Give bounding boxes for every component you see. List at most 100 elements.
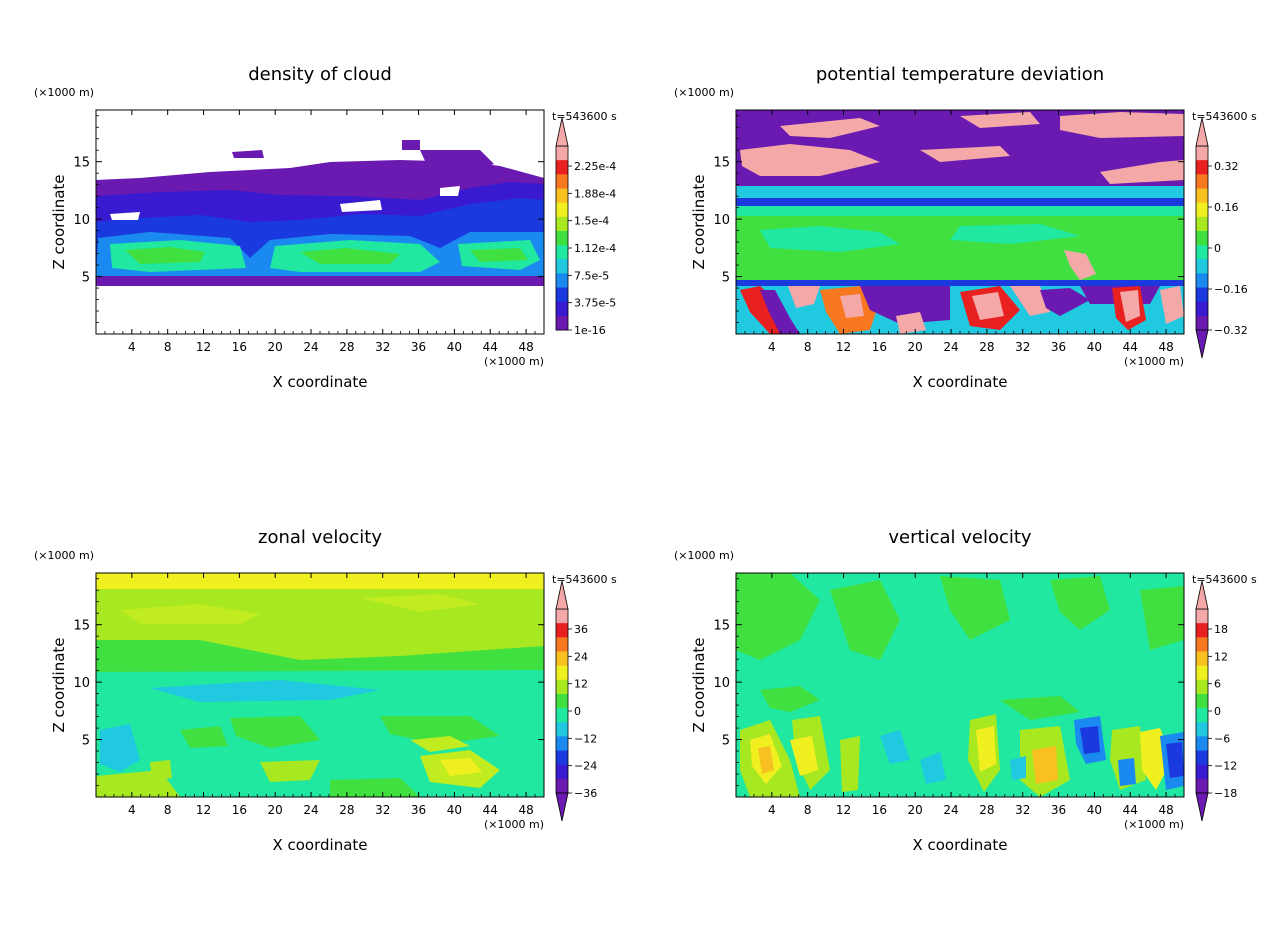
colorbar-label: −6 bbox=[1214, 732, 1230, 745]
x-tick-label: 8 bbox=[164, 340, 172, 354]
colorbar-label: 1.5e-4 bbox=[574, 215, 609, 228]
x-tick-label: 8 bbox=[804, 340, 812, 354]
panel-title: potential temperature deviation bbox=[816, 64, 1104, 85]
colorbar-label: −0.16 bbox=[1214, 283, 1248, 296]
y-tick-label: 15 bbox=[713, 156, 730, 171]
x-tick-label: 16 bbox=[232, 340, 247, 354]
colorbar-segment bbox=[1196, 273, 1208, 289]
y-axis-ticks: 5 10 15 bbox=[713, 578, 1184, 786]
x-tick-label: 20 bbox=[268, 340, 283, 354]
colorbar: 36 24 12 0 −12 −24 −36 bbox=[555, 580, 597, 822]
colorbar-label: 0 bbox=[1214, 242, 1221, 255]
x-tick-label: 44 bbox=[1123, 340, 1138, 354]
panel-title: zonal velocity bbox=[258, 527, 382, 548]
y-axis-label: Z coordinate bbox=[690, 174, 708, 269]
colorbar-segment bbox=[1196, 230, 1208, 246]
x-tick-label: 20 bbox=[908, 340, 923, 354]
colorbar-arrow-top bbox=[555, 117, 569, 147]
colorbar-label: −12 bbox=[1214, 760, 1237, 773]
colorbar-label: 36 bbox=[574, 623, 588, 636]
colorbar-label: 3.75e-5 bbox=[574, 297, 616, 310]
colorbar-label: −24 bbox=[574, 760, 597, 773]
colorbar-segment bbox=[1196, 259, 1208, 274]
x-tick-label: 36 bbox=[411, 340, 426, 354]
y-axis-ticks: 5 10 15 bbox=[73, 578, 544, 786]
x-tick-label: 36 bbox=[1051, 803, 1066, 817]
colorbar-segment bbox=[1196, 245, 1208, 260]
colorbar-label: 18 bbox=[1214, 623, 1228, 636]
x-tick-label: 12 bbox=[196, 340, 211, 354]
y-axis-label: Z coordinate bbox=[50, 174, 68, 269]
time-label: t=543600 s bbox=[552, 573, 617, 586]
z-unit-label: (×1000 m) bbox=[674, 549, 734, 562]
colorbar-arrow-bottom bbox=[1195, 329, 1209, 359]
y-tick-label: 5 bbox=[82, 734, 90, 749]
time-label: t=543600 s bbox=[1192, 110, 1257, 123]
panel-title: vertical velocity bbox=[888, 527, 1032, 548]
colorbar-label: 1e-16 bbox=[574, 324, 606, 337]
x-tick-label: 20 bbox=[268, 803, 283, 817]
x-tick-label: 32 bbox=[1015, 803, 1030, 817]
x-tick-label: 40 bbox=[447, 340, 462, 354]
x-tick-label: 32 bbox=[375, 340, 390, 354]
x-tick-label: 12 bbox=[836, 340, 851, 354]
colorbar-label: 2.25e-4 bbox=[574, 160, 616, 173]
colorbar-segment bbox=[1196, 764, 1208, 780]
colorbar-label: 0 bbox=[574, 705, 581, 718]
colorbar-segment bbox=[1196, 651, 1208, 667]
x-axis-ticks: 4 8 12 16 20 24 28 32 36 40 44 48 bbox=[744, 573, 1176, 817]
colorbar-segment bbox=[1196, 301, 1208, 317]
colorbar: 18 12 6 0 −6 −12 −18 bbox=[1195, 580, 1237, 822]
x-unit-label: (×1000 m) bbox=[1124, 818, 1184, 831]
colorbar-segment bbox=[556, 623, 568, 638]
colorbar-segment bbox=[556, 609, 568, 624]
x-tick-label: 44 bbox=[483, 340, 498, 354]
colorbar: 0.32 0.16 0 −0.16 −0.32 bbox=[1195, 117, 1248, 359]
colorbar-label: 7.5e-5 bbox=[574, 269, 609, 282]
z-unit-label: (×1000 m) bbox=[34, 86, 94, 99]
colorbar-segment bbox=[1196, 146, 1208, 161]
x-tick-label: 12 bbox=[196, 803, 211, 817]
colorbar-segment bbox=[556, 651, 568, 667]
colorbar-segment bbox=[1196, 287, 1208, 303]
colorbar-label: −18 bbox=[1214, 787, 1237, 800]
y-tick-label: 5 bbox=[722, 271, 730, 286]
colorbar-segment bbox=[556, 679, 568, 695]
x-tick-label: 24 bbox=[943, 803, 958, 817]
colorbar-segment bbox=[556, 273, 568, 289]
x-tick-label: 44 bbox=[483, 803, 498, 817]
colorbar-segment bbox=[1196, 188, 1208, 204]
time-label: t=543600 s bbox=[552, 110, 617, 123]
panel-vertical-velocity: vertical velocity (×1000 m) t=543600 s bbox=[674, 527, 1257, 854]
colorbar-segment bbox=[556, 665, 568, 681]
x-tick-label: 28 bbox=[979, 803, 994, 817]
y-axis-label: Z coordinate bbox=[690, 637, 708, 732]
colorbar-label: 1.88e-4 bbox=[574, 187, 616, 200]
colorbar-segment bbox=[1196, 750, 1208, 766]
x-tick-label: 24 bbox=[303, 803, 318, 817]
x-tick-label: 24 bbox=[943, 340, 958, 354]
colorbar-segment bbox=[1196, 722, 1208, 737]
contour-field bbox=[736, 573, 1184, 797]
colorbar-arrow-top bbox=[1195, 580, 1209, 610]
colorbar-segment bbox=[1196, 665, 1208, 681]
x-tick-label: 4 bbox=[768, 340, 776, 354]
x-tick-label: 8 bbox=[164, 803, 172, 817]
x-tick-label: 24 bbox=[303, 340, 318, 354]
colorbar-segment bbox=[1196, 778, 1208, 794]
x-tick-label: 36 bbox=[1051, 340, 1066, 354]
colorbar-segment bbox=[556, 202, 568, 218]
colorbar-segment bbox=[556, 708, 568, 723]
contour-field bbox=[736, 110, 1184, 334]
x-axis-ticks: 4 8 12 16 20 24 28 32 36 40 44 48 bbox=[744, 110, 1176, 354]
colorbar-label: −0.32 bbox=[1214, 324, 1248, 337]
colorbar: 2.25e-4 1.88e-4 1.5e-4 1.12e-4 7.5e-5 3.75e-5… bbox=[555, 117, 616, 337]
colorbar-segment bbox=[1196, 623, 1208, 638]
colorbar-segment bbox=[1196, 160, 1208, 175]
y-tick-label: 10 bbox=[713, 213, 730, 228]
colorbar-label: 0.16 bbox=[1214, 201, 1239, 214]
x-tick-label: 48 bbox=[518, 340, 533, 354]
x-tick-label: 8 bbox=[804, 803, 812, 817]
x-tick-label: 12 bbox=[836, 803, 851, 817]
